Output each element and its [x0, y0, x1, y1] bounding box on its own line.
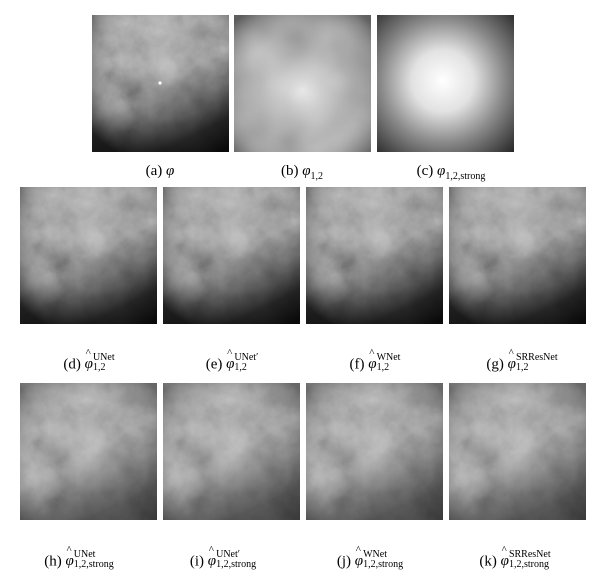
image-phi-hat-unet-prime: [163, 187, 300, 324]
image-phi-hat-unet: [20, 187, 157, 324]
image-phi-hat-strong-srresnet: [449, 383, 586, 520]
caption-c: (c) φ1,2,strong: [416, 163, 486, 182]
image-phi-hat-strong-unet: [20, 383, 157, 520]
image-phi: [92, 15, 229, 152]
caption-b: (b) φ1,2: [280, 163, 324, 182]
image-phi-hat-strong-unet-prime: [163, 383, 300, 520]
image-phi-hat-srresnet: [449, 187, 586, 324]
image-phi-1-2: [234, 15, 371, 152]
caption-a: (a) φ: [145, 163, 175, 179]
image-phi-hat-strong-wnet: [306, 383, 443, 520]
image-phi-1-2-strong: [377, 15, 514, 152]
image-phi-hat-wnet: [306, 187, 443, 324]
